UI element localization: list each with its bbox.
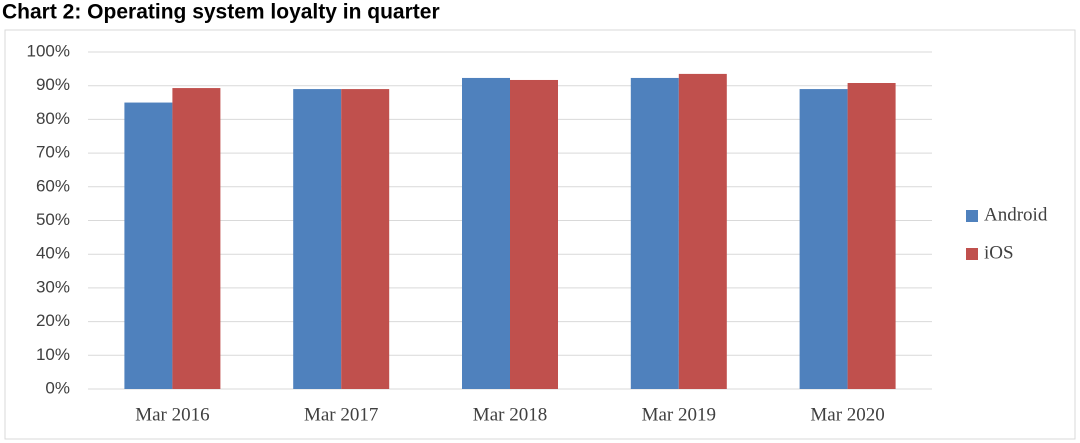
bar xyxy=(462,77,510,389)
x-tick-label: Mar 2020 xyxy=(810,404,884,425)
y-tick-label: 30% xyxy=(36,277,70,296)
chart-title: Chart 2: Operating system loyalty in qua… xyxy=(2,1,440,24)
bar xyxy=(678,73,727,389)
bar xyxy=(172,88,221,390)
y-tick-label: 90% xyxy=(36,75,70,94)
bar xyxy=(293,89,342,389)
y-tick-label: 100% xyxy=(27,41,70,60)
x-tick-label: Mar 2018 xyxy=(473,404,547,425)
x-tick-label: Mar 2019 xyxy=(642,404,716,425)
legend-label: iOS xyxy=(984,242,1014,263)
bar xyxy=(799,89,848,389)
bar xyxy=(124,102,173,390)
y-tick-label: 40% xyxy=(36,244,70,263)
bar xyxy=(847,83,896,389)
y-tick-label: 20% xyxy=(36,311,70,330)
legend-swatch xyxy=(966,210,978,222)
y-tick-label: 70% xyxy=(36,143,70,162)
y-tick-label: 80% xyxy=(36,109,70,128)
bar xyxy=(341,89,390,389)
y-tick-label: 0% xyxy=(45,378,70,397)
bar xyxy=(510,79,558,389)
x-tick-label: Mar 2017 xyxy=(304,404,378,425)
bar xyxy=(630,77,679,389)
y-tick-label: 50% xyxy=(36,210,70,229)
legend-swatch xyxy=(966,248,978,260)
y-tick-label: 60% xyxy=(36,176,70,195)
legend-label: Android xyxy=(984,204,1048,225)
y-tick-label: 10% xyxy=(36,345,70,364)
x-tick-label: Mar 2016 xyxy=(135,404,209,425)
